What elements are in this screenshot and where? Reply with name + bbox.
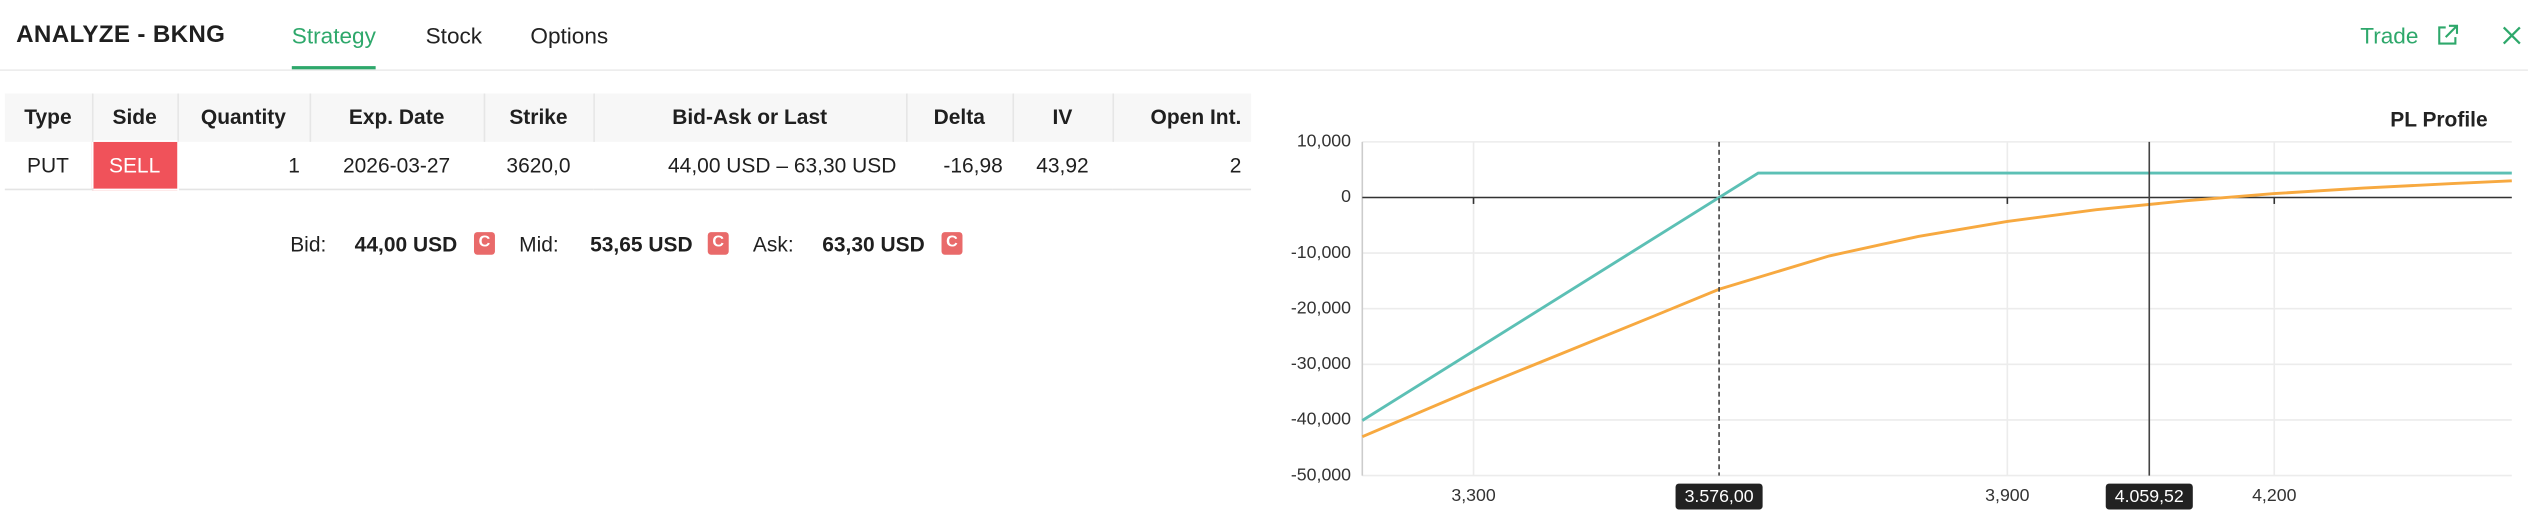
quote-badge: C bbox=[941, 232, 963, 255]
table-cell: 43,92 bbox=[1012, 141, 1113, 191]
y-tick-label: -40,000 bbox=[1291, 409, 1351, 429]
column-header: Type bbox=[4, 93, 93, 142]
y-tick-label: -20,000 bbox=[1291, 297, 1351, 317]
y-tick-label: -50,000 bbox=[1291, 464, 1351, 484]
close-icon[interactable] bbox=[2502, 26, 2521, 45]
x-tick-label: 3,300 bbox=[1451, 485, 1495, 505]
column-header: Quantity bbox=[177, 93, 311, 142]
marker-label-bg bbox=[1675, 483, 1763, 510]
chart: PL Profile 10,000 0 -10,000 -20,000 -30,000 -… bbox=[1291, 108, 2512, 510]
marker-label: 3.576,00 bbox=[1685, 486, 1754, 506]
table-cell: PUT bbox=[4, 141, 92, 191]
column-header: Strike bbox=[483, 93, 595, 142]
x-tick-label: 3,900 bbox=[1985, 485, 2029, 505]
quote-value: 53,65 USD bbox=[590, 232, 693, 257]
external-link-icon[interactable] bbox=[2436, 24, 2459, 47]
table-cell: 2 bbox=[1112, 141, 1252, 191]
trade-button[interactable]: Trade bbox=[2360, 22, 2419, 49]
table-body: PUT SELL 1 2026-03-27 3620,0 44,00 USD – 63,3… bbox=[4, 140, 1252, 191]
y-tick-label: -10,000 bbox=[1291, 242, 1351, 262]
pl-line bbox=[1361, 179, 2512, 438]
table-cell: 3620,0 bbox=[483, 141, 594, 191]
table-row: PUT SELL 1 2026-03-27 3620,0 44,00 USD – 63,3… bbox=[4, 140, 1252, 191]
marker-label-bg bbox=[2105, 483, 2193, 510]
marker-label: 4.059,52 bbox=[2115, 486, 2184, 506]
pl-line bbox=[1361, 171, 2512, 422]
table-cell: 44,00 USD – 63,30 USD bbox=[593, 141, 907, 191]
column-header: IV bbox=[1012, 93, 1114, 142]
y-tick-label: 0 bbox=[1341, 186, 1351, 206]
column-header: Delta bbox=[906, 93, 1014, 142]
quote-value: 44,00 USD bbox=[354, 232, 458, 257]
quote-badge: C bbox=[473, 232, 495, 255]
quote-value: 63,30 USD bbox=[822, 232, 925, 257]
legs-table: Type Side Quantity Exp. Date Strike Bid-Ask o… bbox=[4, 93, 1252, 191]
quote-label: Ask: bbox=[752, 232, 794, 257]
table-header: Type Side Quantity Exp. Date Strike Bid-Ask o… bbox=[4, 93, 1252, 142]
y-tick-label: 10,000 bbox=[1297, 131, 1351, 151]
quote-label: Mid: bbox=[519, 232, 559, 257]
x-tick-label: 4,200 bbox=[2252, 485, 2296, 505]
table-cell: 2026-03-27 bbox=[309, 141, 484, 191]
column-header: Open Int. bbox=[1112, 93, 1252, 142]
tab[interactable]: Strategy bbox=[291, 22, 377, 70]
y-tick-label: -30,000 bbox=[1291, 353, 1351, 373]
quote-badge: C bbox=[707, 232, 729, 255]
header: ANALYZE - BKNG Strategy Stock Options Tr… bbox=[0, 0, 2528, 71]
column-header: Bid-Ask or Last bbox=[593, 93, 907, 142]
quote-label: Bid: bbox=[290, 232, 327, 257]
chart-title: PL Profile bbox=[2390, 108, 2487, 131]
table-cell: 1 bbox=[177, 141, 310, 191]
tab[interactable]: Stock bbox=[425, 22, 483, 49]
tab[interactable]: Options bbox=[530, 22, 609, 49]
side-badge: SELL bbox=[91, 140, 179, 191]
column-header: Side bbox=[91, 93, 179, 142]
table-cell: -16,98 bbox=[906, 141, 1013, 191]
column-header: Exp. Date bbox=[309, 93, 485, 142]
panel-title: ANALYZE - BKNG bbox=[16, 20, 226, 49]
